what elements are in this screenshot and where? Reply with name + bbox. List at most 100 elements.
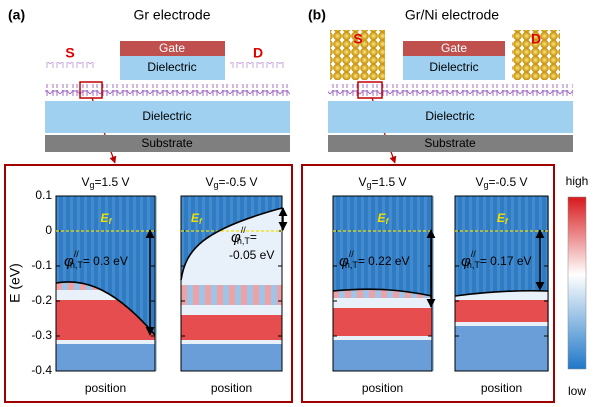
heatmap-texture [333,196,336,371]
substrate [45,135,290,152]
heatmap-texture [396,196,399,371]
heatmap-texture [368,196,371,371]
y-tick-label: 0.1 [35,188,52,202]
plot-border [180,195,283,372]
label-part: // [74,249,80,259]
heatmap-texture [361,196,364,371]
y-tick-label: 0 [45,223,52,237]
heatmap-red [405,289,411,298]
heatmap-red [265,285,271,305]
y-tick-label: -0.4 [31,363,52,377]
heatmap-texture [347,196,350,371]
label-part: =1.5 V [372,175,407,189]
fermi-label: Ef [191,211,203,226]
barrier-label: φ//h,T= [231,225,257,246]
heatmap-texture [518,196,521,371]
plot-border [55,195,156,372]
label-part: E [101,211,110,225]
label-part: g [366,180,371,190]
label-part: // [241,225,247,235]
dielectric-label: Dielectric [142,109,191,123]
heatmap-texture [382,196,385,371]
drain-label: D [253,45,263,61]
heatmap-texture [133,196,136,371]
heatmap-blue [223,285,229,305]
heatmap-texture [112,196,115,371]
top-dielectric-label: Dielectric [429,60,478,74]
label-part: g [213,180,218,190]
zoom-box [79,81,103,99]
heatmap-blue [435,278,441,298]
heatmap-blue [375,289,381,298]
source-label: S [353,31,362,47]
label-part: V [81,175,89,189]
label-part: f [386,217,390,226]
label-part: V [205,175,213,189]
heatmap-blue-band [56,344,155,371]
source-label: S [65,45,74,61]
heatmap-texture [98,196,101,371]
label-part: = [250,230,257,244]
barrier-label: -0.05 eV [229,248,274,262]
plot-title: Vg=-0.5 V [205,175,257,190]
dielectric [328,101,573,133]
zoom-box [357,81,383,99]
label-part: = 0.3 eV [83,254,128,268]
heatmap-blue [158,270,164,290]
band-edge [55,281,156,336]
heatmap-red-band [455,300,548,322]
label-part: // [471,249,477,259]
x-axis-label: position [211,381,252,395]
heatmap-blue [351,289,357,298]
frame-b [301,164,555,403]
heatmap-texture [354,196,357,371]
heatmap-blue [339,289,345,298]
heatmap-blue [199,285,205,305]
ni-drain [512,30,560,80]
heatmap-blue [283,285,289,305]
heatmap-texture [497,196,500,371]
heatmap-red [393,289,399,298]
heatmap-red [369,289,375,298]
heatmap-red [68,281,74,290]
fermi-label: Ef [497,211,509,226]
heatmap-texture [424,196,427,371]
heatmap-red [181,285,187,305]
graphene-d [230,62,285,70]
heatmap-blue [259,285,265,305]
label-part: h,T [237,236,251,246]
heatmap-blue [235,285,241,305]
label-part: φ [461,253,471,270]
plot-border [454,195,549,372]
heatmap-blue [211,285,217,305]
barrier-label: φ//h,T= 0.3 eV [64,249,128,270]
heatmap-low [455,290,548,371]
gate-label: Gate [441,41,467,55]
heatmap-blue [247,285,253,305]
heatmap-blue-band [181,344,282,371]
graphene [45,84,290,96]
label-part: =-0.5 V [489,175,528,189]
heatmap-texture [105,196,108,371]
heatmap-texture [455,196,458,371]
plot-title: Vg=1.5 V [81,175,129,190]
heatmap-red [381,289,387,298]
heatmap-red [217,285,223,305]
drain-label: D [531,31,541,47]
heatmap: 0.1 0 -0.1 -0.2 -0.3 -0.4 Ef φ//h,T= 0.3 eV Vg=1… [31,175,164,395]
heatmap-red [333,289,339,298]
device-b: (b) Gr/Ni electrode Gate Dielectric S D … [308,7,573,164]
substrate-label: Substrate [424,136,476,150]
device-a: (a) Gr electrode Gate Dielectric S D Die… [8,7,290,164]
heatmap-red [345,289,351,298]
label-part: = 0.22 eV [358,254,410,268]
heatmap-texture [469,196,472,371]
heatmap: Ef φ//h,T= 0.17 eV Vg=-0.5 V position [454,175,549,395]
colorbar [567,196,587,370]
label-part: =-0.5 V [219,175,258,189]
panel-title: Gr electrode [133,7,210,23]
heatmap-texture [504,196,507,371]
top-dielectric [120,56,225,80]
barrier-label: φ//h,T= 0.22 eV [339,249,410,270]
